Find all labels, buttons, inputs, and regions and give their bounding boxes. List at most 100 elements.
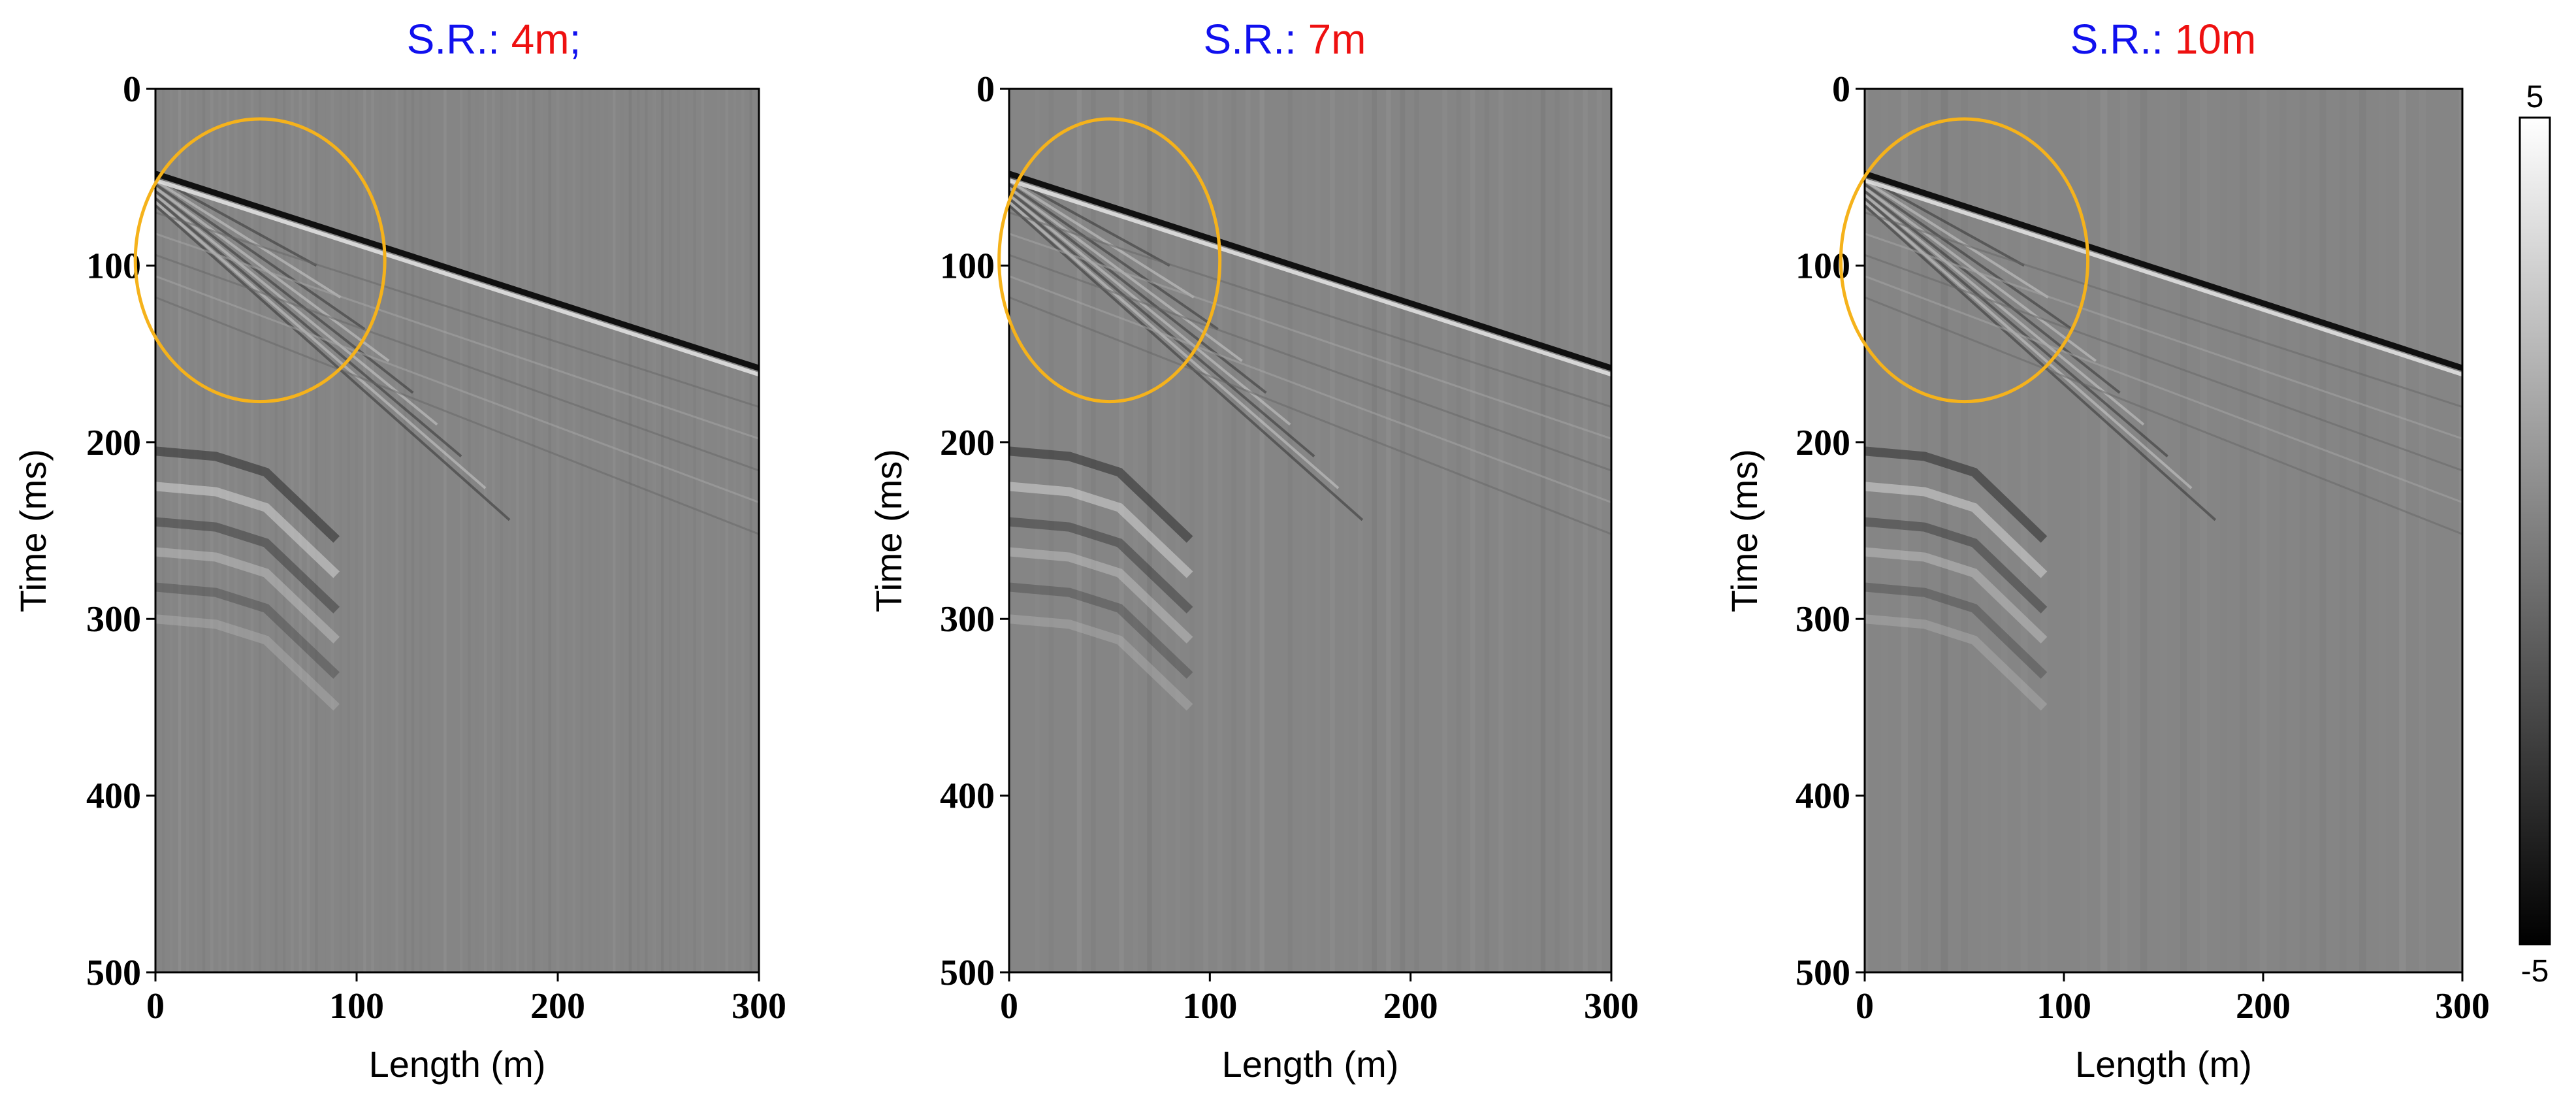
fan-event	[1865, 190, 2121, 394]
y-tick-label: 0	[1832, 69, 1850, 110]
seismic-texture	[1865, 89, 2462, 972]
secondary-event	[155, 211, 759, 408]
secondary-event	[1009, 254, 1611, 472]
fan-event	[155, 204, 511, 521]
secondary-event	[155, 296, 759, 535]
fan-event	[1865, 176, 2025, 267]
y-tick-label: 300	[1795, 599, 1850, 640]
highlight-ellipse	[1839, 117, 2090, 404]
y-tick-label: 200	[86, 423, 141, 463]
secondary-event	[1009, 211, 1611, 408]
fan-event	[1009, 197, 1315, 457]
title-prefix: S.R.:	[2070, 16, 2175, 63]
y-tick-label: 500	[86, 953, 141, 993]
y-axis-label: Time (ms)	[868, 449, 909, 612]
y-tick-label: 0	[976, 69, 995, 110]
fan-event	[155, 193, 438, 426]
colorbar-bar	[2519, 116, 2551, 946]
surface-wave-band	[1009, 582, 1193, 679]
fan-event	[155, 179, 342, 299]
title-prefix: S.R.:	[407, 16, 511, 63]
y-tick-label: 300	[86, 599, 141, 640]
y-tick-label: 200	[940, 423, 995, 463]
fan-event	[1009, 201, 1340, 489]
colorbar-max-label: 5	[2526, 80, 2544, 114]
x-tick-label: 300	[2435, 986, 2490, 1027]
secondary-event	[155, 275, 759, 504]
first-arrival-peak	[1865, 178, 2462, 377]
surface-wave-band	[1865, 582, 2048, 679]
panel-title: S.R.: 7m	[1204, 16, 1366, 63]
x-tick-label: 300	[1584, 986, 1639, 1027]
fan-event	[155, 176, 317, 267]
surface-wave-band	[1865, 517, 2048, 614]
fan-event	[155, 201, 487, 489]
x-tick-label: 0	[146, 986, 165, 1027]
surface-wave-band	[155, 547, 340, 644]
y-tick-label: 200	[1795, 423, 1850, 463]
plot-frame	[1008, 88, 1613, 974]
title-value: 7m	[1308, 16, 1366, 63]
fan-event	[1009, 176, 1170, 267]
surface-wave-band	[1009, 517, 1193, 614]
surface-wave-band	[1009, 446, 1193, 543]
surface-wave-band	[155, 614, 340, 711]
surface-wave-band	[1009, 482, 1193, 578]
x-tick-label: 0	[1000, 986, 1018, 1027]
x-tick-label: 100	[2037, 986, 2091, 1027]
secondary-event	[1009, 296, 1611, 535]
title-suffix: ;	[570, 16, 581, 63]
fan-event	[155, 183, 366, 331]
fan-event	[1865, 179, 2049, 299]
y-axis-label: Time (ms)	[1724, 449, 1765, 612]
fan-event	[1865, 183, 2073, 331]
secondary-event	[1865, 233, 2462, 440]
y-tick-label: 500	[940, 953, 995, 993]
y-tick-label: 300	[940, 599, 995, 640]
panel-title: S.R.: 4m;	[407, 16, 581, 63]
secondary-event	[1865, 296, 2462, 535]
secondary-event	[1865, 211, 2462, 408]
surface-wave-band	[155, 582, 340, 679]
y-tick-label: 100	[940, 246, 995, 286]
plot-area	[1865, 89, 2462, 972]
surface-wave-band	[1009, 614, 1193, 711]
y-tick-label: 0	[123, 69, 141, 110]
secondary-event	[1865, 254, 2462, 472]
colorbar-min-label: -5	[2521, 954, 2549, 989]
secondary-event	[1009, 233, 1611, 440]
seismic-texture	[1009, 89, 1611, 972]
colorbar: 5 -5	[2519, 80, 2551, 989]
highlight-ellipse	[997, 117, 1222, 404]
x-tick-label: 100	[1182, 986, 1237, 1027]
fan-event	[1009, 190, 1267, 394]
x-tick-label: 200	[1383, 986, 1438, 1027]
surface-wave-band	[155, 446, 340, 543]
fan-event	[1009, 193, 1291, 426]
first-arrival-trough	[155, 171, 759, 371]
secondary-event	[1865, 275, 2462, 504]
first-arrival-trough	[1865, 171, 2462, 371]
plot-frame	[154, 88, 760, 974]
y-tick-label: 100	[86, 246, 141, 286]
x-axis-label: Length (m)	[369, 1044, 546, 1085]
highlight-ellipse	[133, 117, 387, 404]
x-tick-label: 0	[1856, 986, 1874, 1027]
first-arrival-trough	[1009, 171, 1611, 371]
plot-area	[155, 89, 759, 972]
surface-wave-band	[1865, 482, 2048, 578]
fan-event	[1009, 179, 1195, 299]
panel-title: S.R.: 10m	[2070, 16, 2257, 63]
x-tick-label: 100	[329, 986, 384, 1027]
x-tick-label: 200	[530, 986, 585, 1027]
surface-wave-band	[1865, 446, 2048, 543]
y-tick-label: 400	[1795, 776, 1850, 817]
fan-event	[1865, 193, 2145, 426]
title-value: 10m	[2175, 16, 2257, 63]
fan-event	[1865, 201, 2193, 489]
surface-wave-band	[1865, 547, 2048, 644]
y-tick-label: 400	[86, 776, 141, 817]
